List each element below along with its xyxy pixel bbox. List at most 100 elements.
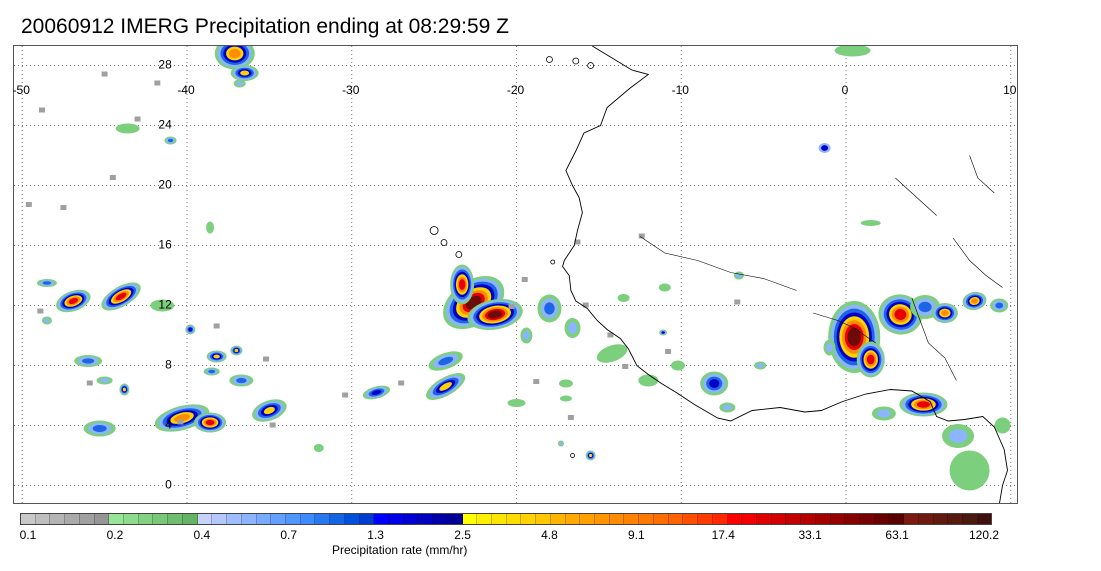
rain-level: [507, 399, 526, 407]
rain-level: [617, 294, 630, 302]
colorbar-tick-label: 17.4: [711, 528, 735, 542]
rain-cell: [194, 412, 227, 433]
colorbar-swatch: [79, 514, 95, 524]
rain-cell: [596, 344, 628, 363]
colorbar-swatch: [300, 514, 316, 524]
island-outline: [429, 226, 439, 235]
rain-level: [559, 395, 572, 402]
rain-level: [971, 298, 978, 304]
rain-cell: [585, 450, 596, 461]
light-rain-pixel: [213, 323, 220, 329]
rain-level: [205, 419, 215, 426]
colorbar-tick-label: 4.8: [541, 528, 558, 542]
colorbar-swatch: [65, 514, 80, 524]
rain-level: [596, 344, 628, 363]
rain-level: [558, 379, 573, 388]
island-outline: [570, 453, 575, 458]
rain-level: [995, 302, 1004, 309]
light-rain-pixel: [734, 299, 741, 305]
rain-cell: [878, 294, 923, 335]
rain-level: [234, 348, 239, 353]
colorbar-swatch: [418, 514, 434, 524]
rain-level: [42, 281, 52, 285]
rain-cell: [252, 399, 287, 422]
rain-level: [439, 382, 452, 391]
colorbar: [20, 513, 992, 525]
colorbar-swatch: [801, 514, 816, 524]
colorbar-swatch: [433, 514, 448, 524]
rain-cell: [233, 79, 246, 88]
colorbar-swatch: [197, 514, 213, 524]
light-rain-pixel: [607, 332, 614, 338]
island-outline: [587, 62, 595, 69]
colorbar-swatch: [21, 514, 36, 524]
colorbar-swatch: [256, 514, 272, 524]
river-line: [952, 237, 1003, 288]
light-rain-pixel: [134, 116, 141, 122]
colorbar-swatch: [285, 514, 301, 524]
colorbar-swatch: [830, 514, 846, 524]
rain-cell: [101, 282, 141, 311]
rain-cell: [990, 298, 1009, 313]
colorbar-tick-label: 0.1: [19, 528, 37, 542]
island-outline: [572, 57, 580, 65]
rain-level: [709, 379, 720, 388]
rain-cell: [203, 367, 220, 376]
colorbar-swatch: [315, 514, 331, 524]
colorbar-swatch: [756, 514, 772, 524]
colorbar-swatch: [153, 514, 169, 524]
rain-cell: [164, 136, 177, 145]
rain-cell: [558, 379, 573, 388]
rain-cell: [860, 220, 881, 226]
colorbar-swatch: [933, 514, 949, 524]
colorbar-swatch: [786, 514, 802, 524]
rain-level: [941, 310, 949, 316]
rain-level: [206, 221, 215, 234]
colorbar-swatch: [698, 514, 713, 524]
rain-cell: [856, 341, 885, 378]
light-rain-pixel: [39, 107, 46, 113]
rain-cell: [754, 361, 767, 370]
rain-level: [894, 309, 907, 320]
colorbar-tick-label: 120.2: [968, 528, 1000, 542]
rain-level: [188, 327, 193, 332]
rain-cell: [229, 374, 254, 387]
rain-cell: [362, 385, 391, 400]
longitude-tick-label: -40: [177, 83, 195, 97]
rain-cell: [823, 339, 836, 356]
island-outline: [455, 251, 463, 258]
precipitation-map: [14, 46, 1017, 503]
rain-level: [208, 369, 216, 374]
rain-level: [877, 409, 891, 418]
colorbar-swatch: [580, 514, 596, 524]
colorbar-swatch: [477, 514, 492, 524]
rain-cell: [871, 406, 896, 421]
rain-level: [948, 429, 968, 443]
rain-cell: [119, 383, 130, 396]
rain-cell: [617, 294, 630, 302]
rain-cell: [206, 221, 215, 234]
latitude-tick-label: 8: [165, 357, 172, 371]
rain-level: [115, 292, 127, 301]
colorbar-tick-label: 2.5: [454, 528, 471, 542]
rain-level: [115, 123, 140, 134]
rain-level: [994, 417, 1011, 434]
rain-cell: [83, 420, 116, 437]
rain-cell: [638, 374, 659, 387]
island-outline: [550, 259, 556, 265]
light-rain-pixel: [521, 277, 528, 282]
colorbar-swatch: [50, 514, 66, 524]
light-rain-pixel: [582, 302, 589, 308]
colorbar-swatch: [653, 514, 669, 524]
rain-cell: [700, 371, 729, 396]
colorbar-tick-label: 0.7: [280, 528, 298, 542]
colorbar-swatch: [639, 514, 654, 524]
colorbar-swatch: [506, 514, 522, 524]
light-rain-pixel: [101, 71, 108, 77]
colorbar-tick-label: 1.3: [367, 528, 384, 542]
colorbar-swatch: [212, 514, 228, 524]
rain-level: [82, 358, 95, 364]
colorbar-swatch: [109, 514, 125, 524]
light-rain-pixel: [508, 304, 515, 309]
colorbar-swatch: [889, 514, 905, 524]
